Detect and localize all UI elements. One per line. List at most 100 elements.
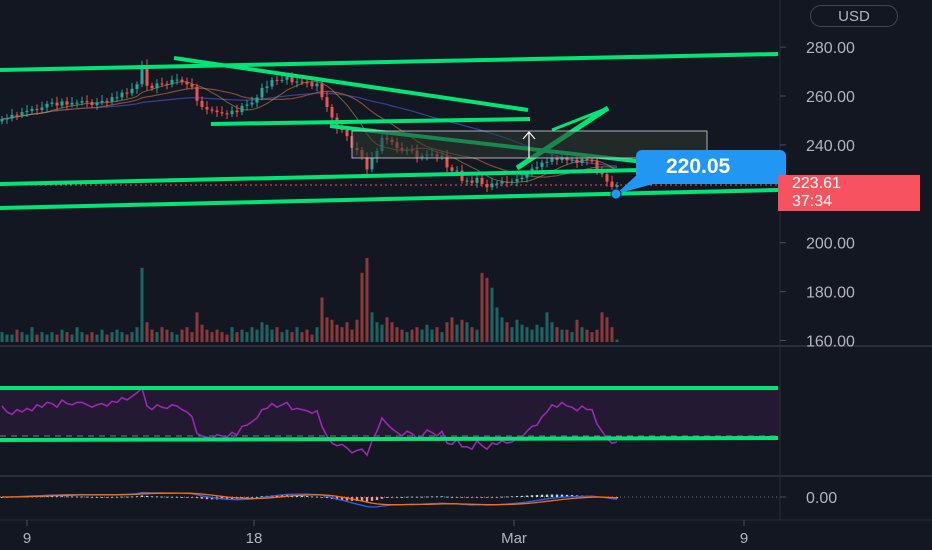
volume-bar xyxy=(580,327,584,342)
macd-histogram-bar xyxy=(390,497,394,498)
candle-body xyxy=(110,97,114,102)
price-tick-label: 260.00 xyxy=(806,89,855,106)
candle-body xyxy=(510,181,514,183)
volume-bar xyxy=(220,332,224,342)
candle-body xyxy=(95,102,99,106)
volume-bar xyxy=(170,332,174,342)
candle-body xyxy=(550,158,554,162)
volume-pane xyxy=(0,258,619,342)
candle-body xyxy=(200,100,204,108)
trendline-descending xyxy=(173,56,529,112)
candle-body xyxy=(325,97,329,108)
macd-histogram-bar xyxy=(70,496,74,498)
volume-bar xyxy=(135,327,139,342)
macd-histogram-bar xyxy=(275,495,279,497)
candle-body xyxy=(35,108,39,110)
candle-body xyxy=(295,81,299,83)
candle-body xyxy=(160,83,164,85)
candle-body xyxy=(75,102,79,104)
macd-histogram-bar xyxy=(150,496,154,498)
time-tick-label: 9 xyxy=(740,530,748,547)
candle-body xyxy=(180,79,184,83)
macd-histogram-bar xyxy=(470,497,474,498)
macd-histogram-bar xyxy=(385,497,389,498)
currency-button[interactable]: USD xyxy=(810,5,898,27)
candle-body xyxy=(85,101,89,103)
rsi-band xyxy=(0,388,780,436)
macd-histogram-bar xyxy=(360,497,364,502)
volume-bar xyxy=(255,329,259,342)
macd-histogram-bar xyxy=(300,495,304,497)
volume-bar xyxy=(300,332,304,342)
volume-bar xyxy=(605,317,609,342)
volume-bar xyxy=(30,327,34,342)
price-callout[interactable]: 220.05 xyxy=(636,150,786,184)
volume-bar xyxy=(380,324,384,342)
macd-histogram-bar xyxy=(485,497,489,498)
candle-body xyxy=(60,101,64,106)
price-tick-label: 240.00 xyxy=(806,138,855,155)
volume-bar xyxy=(500,317,504,342)
volume-bar xyxy=(70,334,74,342)
candle-body xyxy=(525,173,529,178)
volume-bar xyxy=(105,334,109,342)
candle-body xyxy=(560,157,564,161)
volume-bar xyxy=(195,312,199,342)
candle-body xyxy=(20,112,24,116)
macd-histogram-bar xyxy=(255,496,259,498)
volume-bar xyxy=(465,322,469,342)
candle-body xyxy=(0,118,4,122)
volume-bar xyxy=(455,324,459,342)
volume-bar xyxy=(295,327,299,342)
volume-bar xyxy=(490,287,494,342)
candle-body xyxy=(40,107,44,110)
macd-histogram-bar xyxy=(435,496,439,498)
macd-histogram-bar xyxy=(140,495,144,497)
volume-bar xyxy=(55,334,59,342)
macd-histogram-bar xyxy=(560,494,564,497)
macd-histogram-bar xyxy=(395,497,399,498)
macd-histogram-bar xyxy=(490,497,494,498)
macd-histogram-bar xyxy=(500,496,504,498)
candle-body xyxy=(290,76,294,83)
measure-arrow-head xyxy=(522,131,536,140)
macd-histogram-bar xyxy=(370,497,374,501)
volume-bar xyxy=(505,322,509,342)
macd-histogram-bar xyxy=(160,496,164,498)
volume-bar xyxy=(35,334,39,342)
volume-bar xyxy=(470,327,474,342)
volume-bar xyxy=(610,327,614,342)
macd-histogram-bar xyxy=(325,497,329,499)
candle-body xyxy=(580,159,584,163)
volume-bar xyxy=(550,322,554,342)
candle-body xyxy=(195,86,199,101)
candle-body xyxy=(210,109,214,111)
volume-bar xyxy=(600,312,604,342)
volume-bar xyxy=(265,324,269,342)
macd-histogram-bar xyxy=(60,496,64,498)
bar-countdown: 37:34 xyxy=(792,193,833,210)
price-tick-label: 280.00 xyxy=(806,40,855,57)
volume-bar xyxy=(545,312,549,342)
candle-body xyxy=(175,79,179,81)
price-tick-label: 200.00 xyxy=(806,236,855,253)
volume-bar xyxy=(215,329,219,342)
volume-bar xyxy=(355,319,359,342)
candle-body xyxy=(315,83,319,87)
candle-body xyxy=(555,158,559,161)
volume-bar xyxy=(415,327,419,342)
volume-bar xyxy=(330,319,334,342)
macd-histogram-bar xyxy=(295,495,299,497)
macd-histogram-bar xyxy=(145,495,149,497)
candle-body xyxy=(270,79,274,87)
macd-histogram-bar xyxy=(130,496,134,498)
candle-body xyxy=(30,108,34,111)
volume-bar xyxy=(25,334,29,342)
candle-body xyxy=(505,181,509,183)
volume-bar xyxy=(565,329,569,342)
candle-body xyxy=(275,79,279,81)
volume-bar xyxy=(350,329,354,342)
candle-body xyxy=(220,112,224,114)
macd-histogram-bar xyxy=(175,496,179,498)
volume-bar xyxy=(180,329,184,342)
